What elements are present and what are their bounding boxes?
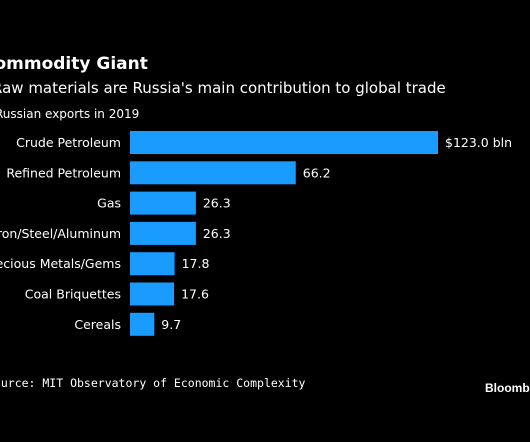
- category-label: Precious Metals/Gems: [0, 256, 121, 271]
- units-note: Russian exports in 2019: [0, 107, 140, 121]
- bar-6: [130, 312, 155, 336]
- value-label: $123.0 bln: [445, 135, 512, 150]
- category-label: Refined Petroleum: [6, 165, 121, 180]
- chart-title: Commodity Giant: [0, 54, 148, 74]
- chart-subtitle: Raw materials are Russia's main contribu…: [0, 79, 446, 97]
- category-label: Iron/Steel/Aluminum: [0, 226, 121, 241]
- value-label: 17.8: [182, 256, 210, 271]
- bar-3: [130, 221, 196, 245]
- category-label: Coal Briquettes: [25, 287, 121, 302]
- bar-4: [130, 252, 175, 276]
- category-label: Cereals: [74, 317, 121, 332]
- value-label: 66.2: [303, 165, 331, 180]
- value-label: 17.6: [181, 287, 209, 302]
- category-label: Crude Petroleum: [16, 135, 121, 150]
- value-label: 26.3: [203, 196, 231, 211]
- value-label: 9.7: [161, 317, 181, 332]
- bar-0: [130, 131, 438, 154]
- brand-logo: Bloomberg: [485, 381, 530, 395]
- bar-1: [130, 161, 296, 185]
- bar-5: [130, 282, 175, 306]
- category-label: Gas: [97, 196, 121, 211]
- value-label: 26.3: [203, 226, 231, 241]
- bar-2: [130, 191, 196, 215]
- source-note: Source: MIT Observatory of Economic Comp…: [0, 376, 306, 390]
